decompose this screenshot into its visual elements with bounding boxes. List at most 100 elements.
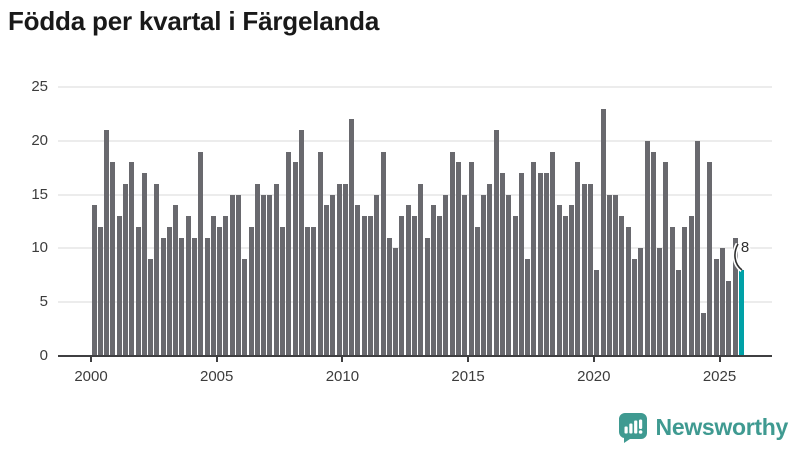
x-axis-tick-label: 2000 [74, 368, 108, 385]
bar [462, 194, 468, 356]
bar [619, 216, 625, 356]
bar [606, 194, 612, 356]
y-axis-tick-label: 25 [31, 78, 48, 95]
y-axis-tick-label: 10 [31, 239, 48, 257]
x-axis-tick-label: 2005 [200, 368, 234, 385]
bar-chart-speech-bubble-icon [618, 413, 647, 443]
x-axis-tick [592, 357, 595, 362]
bar [544, 173, 550, 356]
annotation-latest-value: 8 [740, 238, 750, 256]
bar [97, 226, 103, 356]
bar [141, 173, 147, 356]
bar [273, 183, 279, 356]
bar [537, 173, 543, 356]
bar [525, 259, 531, 356]
bar [487, 183, 493, 356]
bar [254, 183, 260, 356]
bar [223, 216, 229, 356]
annotation-leader-line [732, 242, 744, 272]
gridline-y15 [58, 193, 772, 196]
bar [311, 226, 317, 356]
bar [154, 183, 160, 356]
bar [324, 205, 330, 356]
bar [713, 259, 719, 356]
bar [481, 194, 487, 356]
bar [424, 237, 430, 356]
bar [663, 162, 669, 356]
logo-text: Newsworthy [655, 414, 789, 440]
bar [292, 162, 298, 356]
bar [298, 130, 304, 356]
bar [330, 194, 336, 356]
newsworthy-logo: Newsworthy [618, 412, 788, 443]
bar [166, 226, 172, 356]
bar [531, 162, 537, 356]
bar [236, 194, 242, 356]
bar [349, 119, 355, 356]
bar [594, 269, 600, 356]
bar [600, 108, 606, 356]
bar [550, 151, 556, 356]
bar [701, 312, 707, 356]
bar [342, 183, 348, 356]
bar [669, 226, 675, 356]
bar [386, 237, 392, 356]
bar [569, 205, 575, 356]
bar [336, 183, 342, 356]
bar [229, 194, 235, 356]
bar [148, 259, 154, 356]
bar [500, 173, 506, 356]
x-axis-tick-label: 2015 [451, 368, 485, 385]
bar [368, 216, 374, 356]
bar [173, 205, 179, 356]
bar [204, 237, 210, 356]
bar [160, 237, 166, 356]
y-axis-tick-label: 20 [31, 131, 48, 149]
bar [443, 194, 449, 356]
x-axis-line [58, 355, 772, 357]
bar [575, 162, 581, 356]
x-axis-tick [341, 357, 344, 362]
x-axis-tick [718, 357, 721, 362]
gridline-y25 [58, 86, 772, 88]
y-axis-tick-label: 15 [31, 185, 48, 203]
bar [707, 162, 713, 356]
bar [562, 216, 568, 356]
bar [644, 140, 650, 356]
bar [179, 237, 185, 356]
bar [122, 183, 128, 356]
bar [355, 205, 361, 356]
bar [694, 140, 700, 356]
bar [613, 194, 619, 356]
x-axis-tick [215, 357, 218, 362]
bar [688, 216, 694, 356]
bar [210, 216, 216, 356]
bar [104, 130, 110, 356]
bar [588, 183, 593, 356]
bar [405, 205, 411, 356]
bar [135, 226, 141, 356]
bar [116, 216, 122, 356]
bar [217, 226, 223, 356]
bar [267, 194, 273, 356]
bar [456, 162, 462, 356]
bar [430, 205, 436, 356]
bar [185, 216, 191, 356]
bar [518, 173, 524, 356]
bar [650, 151, 656, 356]
bar [676, 269, 681, 356]
bar [657, 248, 663, 356]
bar [412, 216, 418, 356]
bar [280, 226, 286, 356]
bar [493, 130, 499, 356]
bar [261, 194, 267, 356]
bar [682, 226, 688, 356]
bar [732, 237, 738, 356]
bar [129, 162, 135, 356]
bar [512, 216, 518, 356]
bar [286, 151, 292, 356]
bar [418, 183, 424, 356]
x-axis-tick [467, 357, 470, 362]
bar [248, 226, 254, 356]
